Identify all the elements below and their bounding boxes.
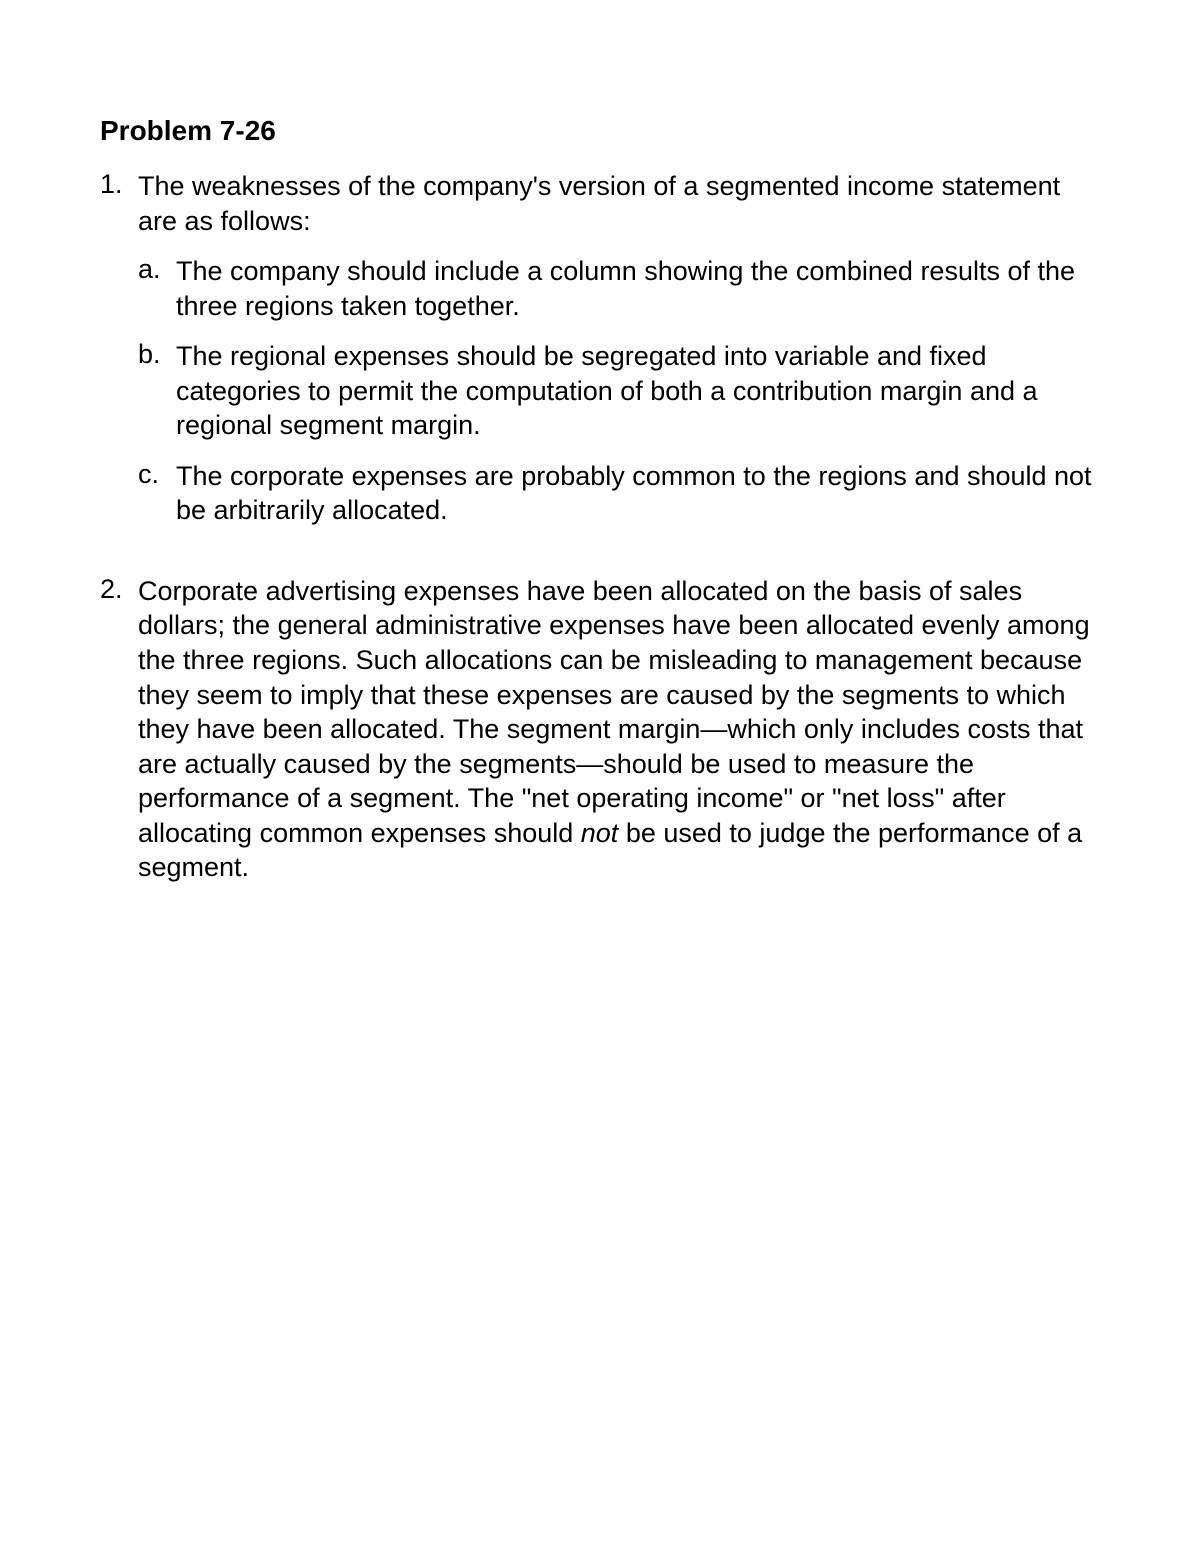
list-item-2: 2. Corporate advertising expenses have b…: [100, 574, 1100, 885]
item-number: 2.: [100, 574, 138, 885]
problem-title: Problem 7-26: [100, 115, 1100, 147]
item-number: 1.: [100, 169, 138, 544]
sub-text: The company should include a column show…: [176, 254, 1100, 323]
item-text: The weaknesses of the company's version …: [138, 169, 1100, 238]
sub-letter: b.: [138, 339, 176, 443]
sub-item-a: a. The company should include a column s…: [138, 254, 1100, 323]
text-part1: Corporate advertising expenses have been…: [138, 576, 1090, 848]
sub-item-c: c. The corporate expenses are probably c…: [138, 459, 1100, 528]
text-italic: not: [581, 818, 619, 848]
sub-letter: a.: [138, 254, 176, 323]
sub-text: The corporate expenses are probably comm…: [176, 459, 1100, 528]
sub-letter: c.: [138, 459, 176, 528]
sub-item-b: b. The regional expenses should be segre…: [138, 339, 1100, 443]
sub-list: a. The company should include a column s…: [138, 254, 1100, 528]
list-item-1: 1. The weaknesses of the company's versi…: [100, 169, 1100, 544]
item-content: Corporate advertising expenses have been…: [138, 574, 1100, 885]
item-text-2: Corporate advertising expenses have been…: [138, 574, 1100, 885]
main-list: 1. The weaknesses of the company's versi…: [100, 169, 1100, 885]
sub-text: The regional expenses should be segregat…: [176, 339, 1100, 443]
item-content: The weaknesses of the company's version …: [138, 169, 1100, 544]
